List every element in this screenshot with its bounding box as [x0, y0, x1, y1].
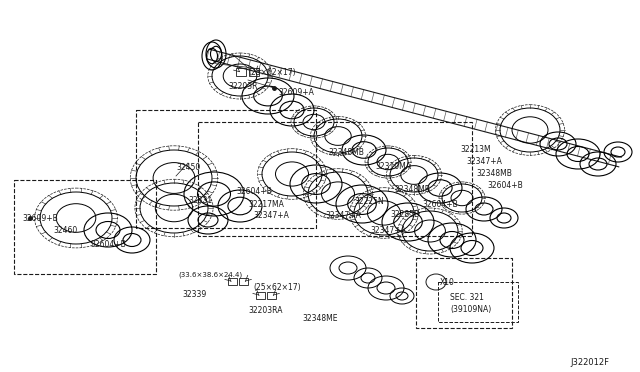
Bar	[256, 292, 265, 299]
Text: 32310MA: 32310MA	[375, 162, 411, 171]
Text: 32347+A: 32347+A	[466, 157, 502, 166]
Text: 32225N: 32225N	[354, 197, 384, 206]
Bar	[236, 68, 246, 76]
Bar	[239, 278, 248, 285]
Text: 32331: 32331	[188, 196, 212, 205]
Bar	[228, 278, 237, 285]
Text: 32339: 32339	[182, 290, 206, 299]
Text: (33.6×38.6×24.4): (33.6×38.6×24.4)	[178, 272, 242, 279]
Text: 32348MB: 32348MB	[328, 148, 364, 157]
Text: 32604+B: 32604+B	[487, 181, 523, 190]
Text: 32348ME: 32348ME	[302, 314, 337, 323]
Text: 32217MA: 32217MA	[248, 200, 284, 209]
Bar	[438, 282, 518, 322]
Bar	[14, 180, 156, 274]
Text: 32348MB: 32348MB	[394, 185, 430, 194]
Text: 32609+A: 32609+A	[278, 88, 314, 97]
Text: 32213M: 32213M	[460, 145, 491, 154]
Text: 32347+A: 32347+A	[370, 226, 406, 235]
Text: 32348MB: 32348MB	[476, 169, 512, 178]
Text: X10: X10	[440, 278, 455, 287]
Bar	[416, 258, 512, 328]
Text: (25×62×17): (25×62×17)	[253, 283, 301, 292]
Text: 32347+A: 32347+A	[325, 211, 361, 220]
Text: 32203RA: 32203RA	[248, 306, 282, 315]
Bar	[268, 292, 276, 299]
Bar	[198, 122, 472, 236]
Text: 32604+B: 32604+B	[236, 187, 272, 196]
Text: 32609+B: 32609+B	[22, 214, 58, 223]
Text: J322012F: J322012F	[570, 358, 609, 367]
Text: SEC. 321: SEC. 321	[450, 293, 484, 302]
Text: 32285D: 32285D	[390, 210, 420, 219]
Text: 32347+A: 32347+A	[253, 211, 289, 220]
Text: 32604+B: 32604+B	[422, 200, 458, 209]
Text: 32460: 32460	[53, 226, 77, 235]
Text: 32450: 32450	[176, 163, 200, 172]
Text: 32203R: 32203R	[228, 82, 257, 91]
Text: (39109NA): (39109NA)	[450, 305, 492, 314]
Bar	[136, 110, 316, 228]
Text: (25×62×17): (25×62×17)	[248, 68, 296, 77]
Text: 32604+B: 32604+B	[90, 240, 125, 249]
Bar	[249, 68, 259, 76]
